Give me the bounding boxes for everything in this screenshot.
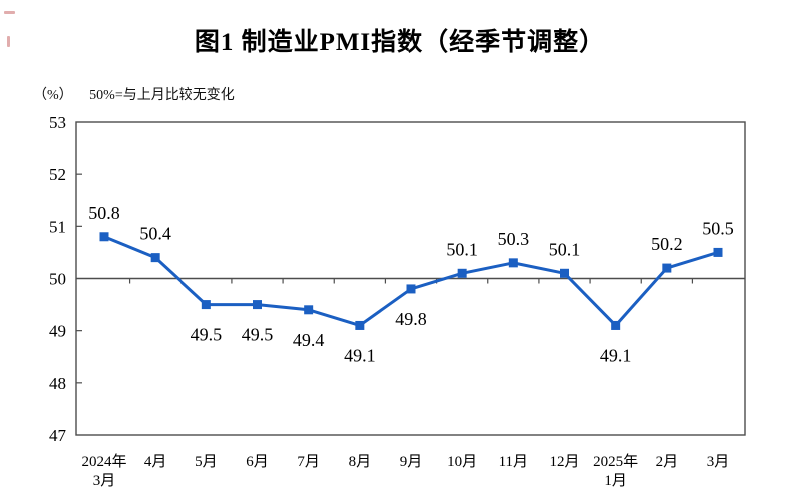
- x-axis-label: 1月: [604, 473, 627, 489]
- x-axis-label: 7月: [297, 454, 320, 470]
- y-axis-label: 51: [49, 217, 66, 236]
- data-point-marker: [253, 300, 262, 310]
- data-point-marker: [150, 253, 160, 263]
- data-point-marker: [304, 305, 314, 315]
- x-axis-label: 11月: [499, 454, 528, 470]
- x-axis-label: 4月: [144, 454, 167, 470]
- y-axis-label: 49: [49, 322, 66, 341]
- x-axis-label: 8月: [349, 454, 372, 470]
- data-point-label: 50.8: [88, 203, 120, 223]
- chart-title: 图1 制造业PMI指数（经季节调整）: [194, 29, 606, 56]
- data-point-label: 49.1: [344, 345, 376, 365]
- y-axis-label: 52: [49, 165, 66, 184]
- data-point-label: 50.2: [651, 234, 683, 254]
- data-point-marker: [713, 247, 723, 257]
- y-axis-unit-label: （%）: [33, 88, 73, 103]
- x-axis-label: 12月: [549, 454, 579, 470]
- data-point-marker: [406, 284, 416, 294]
- y-axis-label: 48: [49, 374, 66, 393]
- data-point-marker: [508, 258, 518, 268]
- chart-subtitle-row: （%） 50%=与上月比较无变化: [33, 84, 235, 104]
- x-axis-label: 9月: [400, 454, 423, 470]
- x-axis-label: 5月: [195, 454, 218, 470]
- data-point-label: 49.4: [293, 330, 325, 350]
- red-annotation-mark: [4, 11, 15, 14]
- data-point-label: 50.4: [139, 224, 171, 244]
- x-axis-label: 2025年: [593, 453, 638, 470]
- data-point-marker: [611, 320, 621, 330]
- red-annotation-mark: [7, 36, 10, 47]
- y-axis-label: 53: [49, 113, 66, 132]
- x-axis-label: 3月: [707, 454, 730, 470]
- y-axis-label: 47: [49, 426, 67, 445]
- data-point-marker: [560, 268, 569, 278]
- x-axis-label: 2024年: [81, 453, 126, 470]
- data-point-label: 50.3: [498, 229, 530, 249]
- data-point-marker: [201, 300, 211, 310]
- data-point-marker: [99, 232, 109, 242]
- x-axis-label: 10月: [447, 454, 477, 470]
- x-axis-label: 2月: [656, 454, 679, 470]
- data-point-label: 50.5: [702, 218, 734, 238]
- data-point-marker: [355, 320, 365, 330]
- data-point-label: 49.5: [242, 325, 274, 345]
- x-axis-label: 3月: [93, 473, 116, 489]
- data-point-label: 49.5: [191, 325, 223, 345]
- reference-note-label: 50%=与上月比较无变化: [89, 88, 235, 103]
- y-axis-label: 50: [49, 270, 66, 289]
- data-point-label: 49.1: [600, 345, 632, 365]
- data-point-label: 50.1: [446, 239, 478, 259]
- x-axis-label: 6月: [246, 454, 269, 470]
- data-point-marker: [457, 268, 467, 278]
- data-point-label: 50.1: [549, 239, 581, 259]
- data-point-marker: [662, 263, 672, 273]
- data-point-label: 49.8: [395, 309, 427, 329]
